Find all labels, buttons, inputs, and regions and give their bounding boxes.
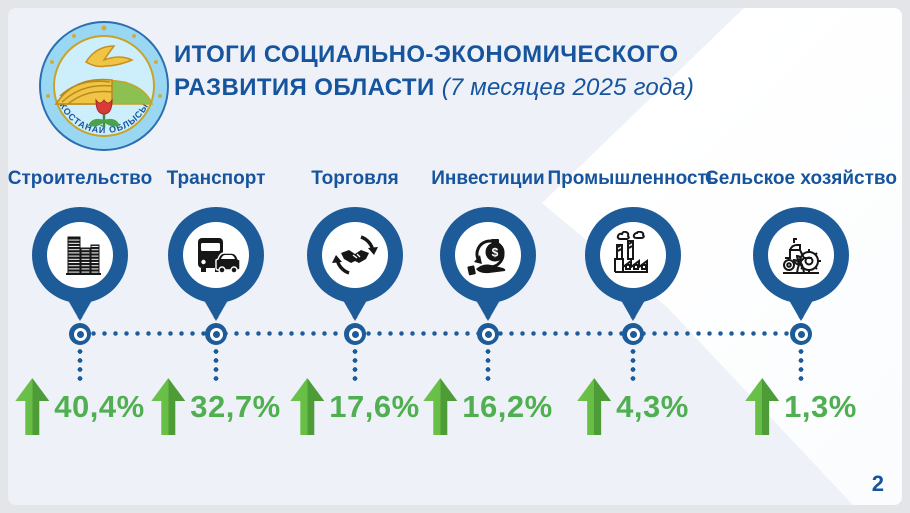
growth-value: 1,3%: [784, 388, 857, 424]
sector-pin: [307, 207, 403, 303]
title-period: (7 месяцев 2025 года): [441, 74, 695, 101]
sector-pin: [585, 207, 681, 303]
timeline-node: [622, 323, 644, 345]
svg-text:$: $: [492, 246, 499, 260]
connector-dots: [213, 349, 219, 383]
logo-bird: [84, 45, 134, 68]
timeline-node: [205, 323, 227, 345]
logo-tulip: [88, 98, 120, 128]
sector-value-group: 40,4%: [15, 378, 144, 435]
growth-value: 40,4%: [54, 388, 145, 424]
growth-value: 32,7%: [190, 388, 281, 424]
connector-dots: [77, 349, 83, 383]
growth-value: 16,2%: [462, 388, 553, 424]
connector-dots: [485, 349, 491, 383]
handshake-arrows-icon: [332, 235, 378, 275]
connector-dots: [798, 349, 804, 383]
page-number: 2: [871, 471, 884, 496]
region-emblem-logo: КОСТАНАЙ ОБЛЫСЫ: [39, 21, 169, 151]
growth-arrow-icon: [423, 378, 458, 435]
sector-pin: [753, 207, 849, 303]
title-line-1: ИТОГИ СОЦИАЛЬНО-ЭКОНОМИЧЕСКОГО: [174, 41, 679, 68]
growth-arrow-icon: [745, 378, 780, 435]
sector-value-group: 17,6%: [290, 378, 419, 435]
timeline-dotted-line: [80, 331, 801, 336]
timeline-node: [69, 323, 91, 345]
growth-arrow-icon: [290, 378, 325, 435]
growth-value: 4,3%: [616, 388, 689, 424]
factory-icon: [614, 231, 648, 273]
growth-arrow-icon: [151, 378, 186, 435]
connector-dots: [352, 349, 358, 383]
sector-label: Сельское хозяйство: [705, 168, 897, 189]
timeline-node: [344, 323, 366, 345]
title-line-2: РАЗВИТИЯ ОБЛАСТИ (7 месяцев 2025 года): [174, 74, 695, 101]
tractor-icon: [783, 238, 821, 274]
timeline-node: [477, 323, 499, 345]
timeline-node: [790, 323, 812, 345]
sector-pin: [32, 207, 128, 303]
sector-label: Транспорт: [166, 168, 266, 189]
sector-value-group: 16,2%: [423, 378, 552, 435]
page-title: ИТОГИ СОЦИАЛЬНО-ЭКОНОМИЧЕСКОГО РАЗВИТИЯ …: [174, 38, 694, 104]
sector-pin: $: [440, 207, 536, 303]
sector-label: Строительство: [8, 168, 153, 189]
sector-label: Торговля: [311, 168, 399, 189]
sector-label: Промышленность: [547, 168, 719, 189]
connector-dots: [630, 349, 636, 383]
money-hand-icon: $: [467, 239, 506, 276]
sector-value-group: 1,3%: [745, 378, 857, 435]
bus-car-icon: [198, 238, 240, 274]
growth-arrow-icon: [15, 378, 50, 435]
sector-value-group: 4,3%: [577, 378, 689, 435]
growth-value: 17,6%: [329, 388, 420, 424]
sector-value-group: 32,7%: [151, 378, 280, 435]
sector-label: Инвестиции: [431, 168, 545, 189]
growth-arrow-icon: [577, 378, 612, 435]
sector-pin: [168, 207, 264, 303]
buildings-icon: [66, 236, 101, 275]
slide-canvas: КОСТАНАЙ ОБЛЫСЫ ИТОГИ СОЦИАЛЬНО-ЭКОНОМИЧ…: [8, 8, 902, 505]
